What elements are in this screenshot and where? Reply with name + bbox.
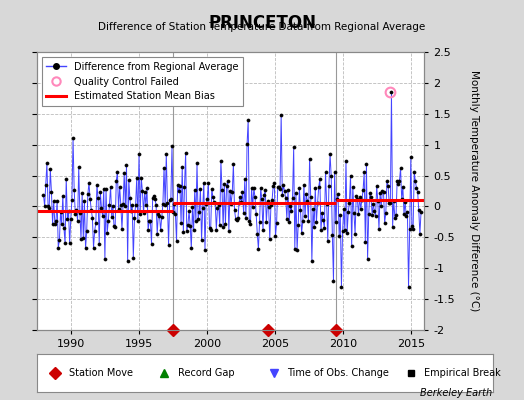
Line: Difference from Regional Average: Difference from Regional Average bbox=[42, 91, 422, 288]
Difference from Regional Average bbox=[277, 187, 283, 192]
Text: Difference of Station Temperature Data from Regional Average: Difference of Station Temperature Data f… bbox=[99, 22, 425, 32]
Legend: Difference from Regional Average, Quality Control Failed, Estimated Station Mean: Difference from Regional Average, Qualit… bbox=[41, 57, 243, 106]
Difference from Regional Average bbox=[388, 90, 395, 94]
Difference from Regional Average bbox=[167, 197, 173, 202]
Difference from Regional Average bbox=[89, 215, 95, 220]
Difference from Regional Average bbox=[339, 284, 345, 289]
Difference from Regional Average bbox=[418, 210, 424, 214]
Text: Station Move: Station Move bbox=[69, 368, 133, 378]
Difference from Regional Average bbox=[40, 192, 47, 197]
Text: Empirical Break: Empirical Break bbox=[424, 368, 501, 378]
Difference from Regional Average bbox=[366, 212, 372, 216]
Difference from Regional Average bbox=[245, 118, 252, 122]
Text: Time of Obs. Change: Time of Obs. Change bbox=[287, 368, 389, 378]
Text: Record Gap: Record Gap bbox=[178, 368, 235, 378]
Difference from Regional Average bbox=[246, 219, 253, 224]
Text: PRINCETON: PRINCETON bbox=[208, 14, 316, 32]
Y-axis label: Monthly Temperature Anomaly Difference (°C): Monthly Temperature Anomaly Difference (… bbox=[469, 70, 479, 312]
Text: Berkeley Earth: Berkeley Earth bbox=[420, 388, 493, 398]
